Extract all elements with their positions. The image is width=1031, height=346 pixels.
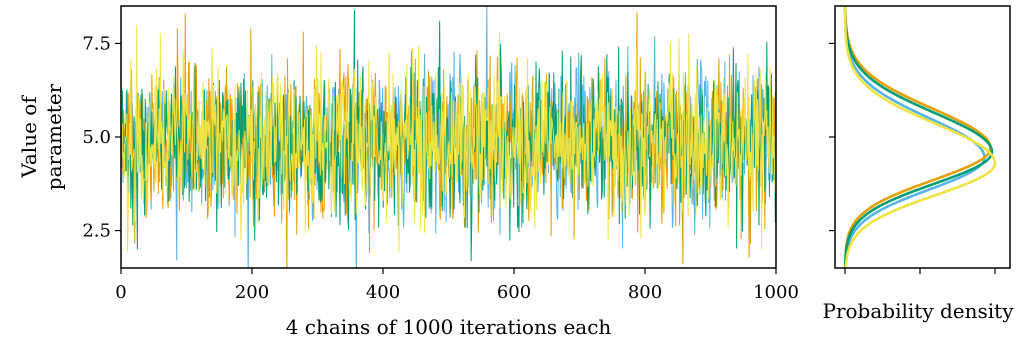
trace-x-axis: 0 200 400 600 800 1000 — [115, 268, 799, 303]
density-curve-chain-3 — [843, 6, 994, 268]
trace-y-axis-label-line1: Value of — [17, 95, 41, 179]
density-curve-chain-4 — [843, 6, 997, 268]
trace-series-chain-2 — [121, 12, 776, 268]
trace-y-tick-label: 2.5 — [82, 221, 111, 242]
density-axis-ticks — [829, 42, 996, 274]
trace-series-chain-4 — [121, 24, 776, 253]
trace-x-tick-label: 200 — [235, 282, 269, 303]
trace-y-axis: 2.5 5.0 7.5 — [82, 33, 121, 242]
density-series-group — [843, 6, 997, 268]
trace-y-tick-label: 7.5 — [82, 33, 111, 54]
trace-x-tick-label: 1000 — [753, 282, 799, 303]
trace-series-group — [121, 6, 776, 268]
trace-y-tick-label: 5.0 — [82, 127, 111, 148]
trace-x-axis-label: 4 chains of 1000 iterations each — [286, 315, 612, 339]
density-x-axis-label: Probability density — [823, 299, 1015, 323]
trace-x-tick-label: 400 — [366, 282, 400, 303]
trace-y-axis-label-line2: parameter — [42, 83, 66, 190]
trace-x-tick-label: 0 — [115, 282, 126, 303]
trace-x-tick-label: 600 — [497, 282, 531, 303]
trace-x-tick-label: 800 — [628, 282, 662, 303]
